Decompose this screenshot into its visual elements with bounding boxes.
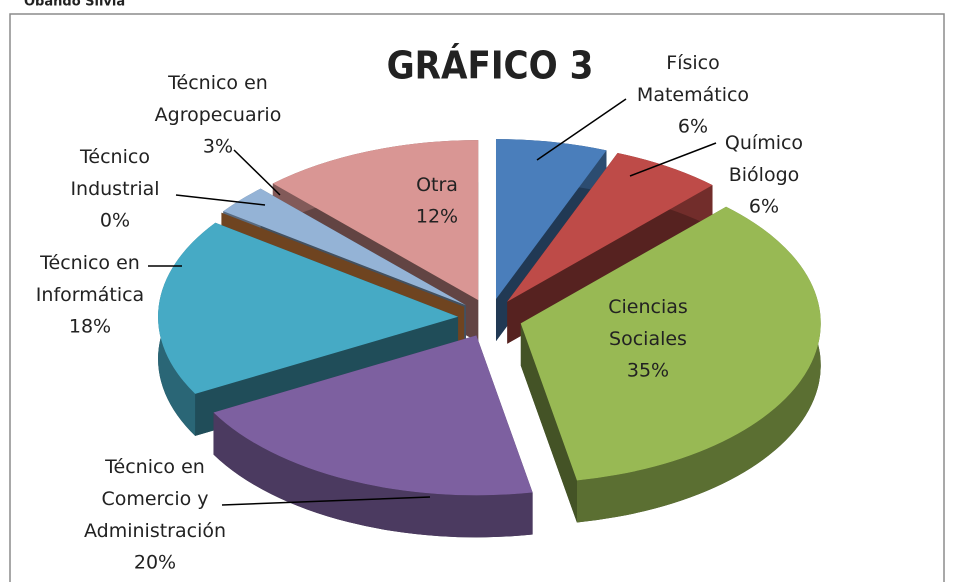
label-line: Ciencias [608,296,688,318]
slice-label: Técnico enInformáticaTécnico en Informát… [36,252,144,306]
value-label: 3% [203,136,233,158]
slice-top [495,139,607,300]
label-line: Químico [725,132,803,154]
label-line: Técnico [79,146,150,168]
leader-line [233,149,281,196]
caption: Obando Silvia [24,0,125,10]
leader-line [221,496,431,506]
slice-top [507,153,713,302]
leader-line [175,194,266,206]
slice-label: Técnico enAgropecuarioTécnico en Agropec… [155,72,282,126]
slice [158,222,459,436]
label-line: Biólogo [729,164,800,186]
label-line: Comercio y [101,488,208,510]
slice-wall [213,412,533,538]
label-line: Sociales [609,328,687,350]
label-line: Industrial [70,178,159,200]
slice-label: CienciasSocialesCiencias Sociales [608,296,688,350]
slice-top [223,188,466,306]
label-line: Matemático [637,84,749,106]
label-line: Administración [84,520,226,542]
slice-label: TécnicoIndustrialTécnico Industrial [70,146,159,200]
slice-top [272,140,479,301]
slice-top [158,222,459,394]
label-line: Técnico en [104,456,205,478]
slice-label: QuímicoBiólogoQuímico Biólogo [725,132,803,186]
label-line: Físico [666,52,719,74]
value-label: 20% [134,552,176,574]
slice-label: FísicoMatemáticoFísico Matemático [637,52,749,106]
slice-top [520,206,821,481]
label-line: Técnico en [39,252,140,274]
slice-top [213,335,533,496]
value-label: 35% [627,360,669,382]
value-label: 18% [69,316,111,338]
label-line: Otra [416,174,458,196]
slice-label: OtraOtra [416,174,458,196]
value-label: 12% [416,206,458,228]
leader-line [536,98,627,161]
value-label: 0% [100,210,130,232]
value-label: 6% [678,116,708,138]
label-line: Informática [36,284,144,306]
slice-side [507,153,713,344]
slice [520,206,821,523]
chart-title: GRÁFICO 3 [387,44,594,88]
leader-line [629,142,717,177]
slice [213,335,533,538]
value-label: 6% [749,196,779,218]
label-line: Agropecuario [155,104,282,126]
label-line: Técnico en [167,72,268,94]
slice-wall [576,206,821,523]
